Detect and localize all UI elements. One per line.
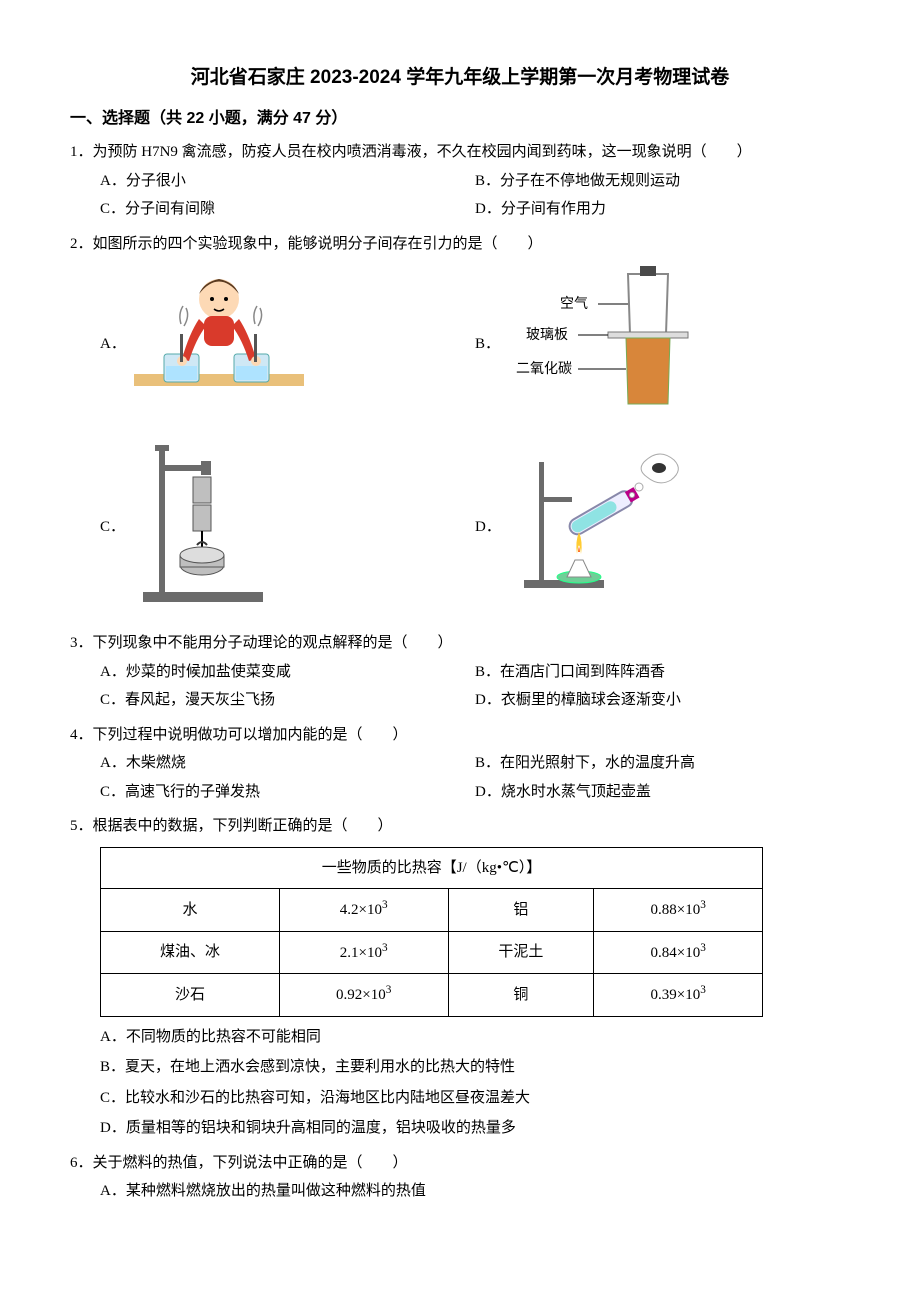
q6-opt-a: A．某种燃料燃烧放出的热量叫做这种燃料的热值 [100,1177,850,1206]
q4-opt-a: A．木柴燃烧 [100,749,475,778]
question-6: 6．关于燃料的热值，下列说法中正确的是（ ） A．某种燃料燃烧放出的热量叫做这种… [70,1149,850,1206]
q5-opt-b: B．夏天，在地上洒水会感到凉快，主要利用水的比热大的特性 [100,1053,850,1082]
q2-a-label: A． [100,330,126,359]
q6-stem: 6．关于燃料的热值，下列说法中正确的是（ ） [70,1149,850,1178]
q5-opt-d: D．质量相等的铝块和铜块升高相同的温度，铝块吸收的热量多 [100,1114,850,1143]
q3-opt-d: D．衣橱里的樟脑球会逐渐变小 [475,686,850,715]
q2-opt-b: B． 空气 玻璃板 二氧化碳 [475,258,850,431]
q2-opt-c: C． [100,431,475,624]
q5-stem: 5．根据表中的数据，下列判断正确的是（ ） [70,812,850,841]
q2-b-label: B． [475,330,500,359]
q3-opt-c: C．春风起，漫天灰尘飞扬 [100,686,475,715]
q2-b-figure: 空气 玻璃板 二氧化碳 [508,264,718,425]
cell: 2.1×103 [279,931,448,974]
cell: 0.84×103 [594,931,763,974]
question-4: 4．下列过程中说明做功可以增加内能的是（ ） A．木柴燃烧 B．在阳光照射下，水… [70,721,850,807]
cell: 干泥土 [448,931,594,974]
q2-d-label: D． [475,513,501,542]
q5-table-caption: 一些物质的比热容【J/（kg•℃）】 [101,847,763,889]
cell: 4.2×103 [279,889,448,932]
q2-d-figure [509,442,689,613]
q2-stem: 2．如图所示的四个实验现象中，能够说明分子间存在引力的是（ ） [70,230,850,259]
cell: 铜 [448,974,594,1017]
q5-table: 一些物质的比热容【J/（kg•℃）】 水 4.2×103 铝 0.88×103 … [100,847,763,1017]
q3-stem: 3．下列现象中不能用分子动理论的观点解释的是（ ） [70,629,850,658]
q2-c-label: C． [100,513,125,542]
question-2: 2．如图所示的四个实验现象中，能够说明分子间存在引力的是（ ） A． [70,230,850,624]
cell: 煤油、冰 [101,931,280,974]
q1-opt-b: B．分子在不停地做无规则运动 [475,167,850,196]
cell: 铝 [448,889,594,932]
exam-title: 河北省石家庄 2023-2024 学年九年级上学期第一次月考物理试卷 [70,60,850,96]
q1-stem: 1．为预防 H7N9 禽流感，防疫人员在校内喷洒消毒液，不久在校园内闻到药味，这… [70,138,850,167]
question-5: 5．根据表中的数据，下列判断正确的是（ ） 一些物质的比热容【J/（kg•℃）】… [70,812,850,1143]
q3-opt-b: B．在酒店门口闻到阵阵酒香 [475,658,850,687]
cell: 0.39×103 [594,974,763,1017]
question-1: 1．为预防 H7N9 禽流感，防疫人员在校内喷洒消毒液，不久在校园内闻到药味，这… [70,138,850,224]
svg-text:空气: 空气 [560,296,588,312]
q2-c-figure [133,437,273,618]
q4-stem: 4．下列过程中说明做功可以增加内能的是（ ） [70,721,850,750]
cell: 沙石 [101,974,280,1017]
q1-opt-a: A．分子很小 [100,167,475,196]
q5-opt-c: C．比较水和沙石的比热容可知，沿海地区比内陆地区昼夜温差大 [100,1084,850,1113]
table-row: 煤油、冰 2.1×103 干泥土 0.84×103 [101,931,763,974]
question-3: 3．下列现象中不能用分子动理论的观点解释的是（ ） A．炒菜的时候加盐使菜变咸 … [70,629,850,715]
q1-opt-c: C．分子间有间隙 [100,195,475,224]
cell: 0.88×103 [594,889,763,932]
q2-a-figure [134,264,304,425]
cell: 0.92×103 [279,974,448,1017]
q4-opt-b: B．在阳光照射下，水的温度升高 [475,749,850,778]
svg-text:二氧化碳: 二氧化碳 [516,361,572,377]
table-row: 水 4.2×103 铝 0.88×103 [101,889,763,932]
section-1-heading: 一、选择题（共 22 小题，满分 47 分） [70,104,850,134]
q1-opt-d: D．分子间有作用力 [475,195,850,224]
q3-opt-a: A．炒菜的时候加盐使菜变咸 [100,658,475,687]
q2-opt-a: A． [100,258,475,431]
q5-opt-a: A．不同物质的比热容不可能相同 [100,1023,850,1052]
q4-opt-c: C．高速飞行的子弹发热 [100,778,475,807]
table-row: 沙石 0.92×103 铜 0.39×103 [101,974,763,1017]
q2-opt-d: D． [475,431,850,624]
cell: 水 [101,889,280,932]
svg-text:玻璃板: 玻璃板 [526,326,568,343]
q4-opt-d: D．烧水时水蒸气顶起壶盖 [475,778,850,807]
